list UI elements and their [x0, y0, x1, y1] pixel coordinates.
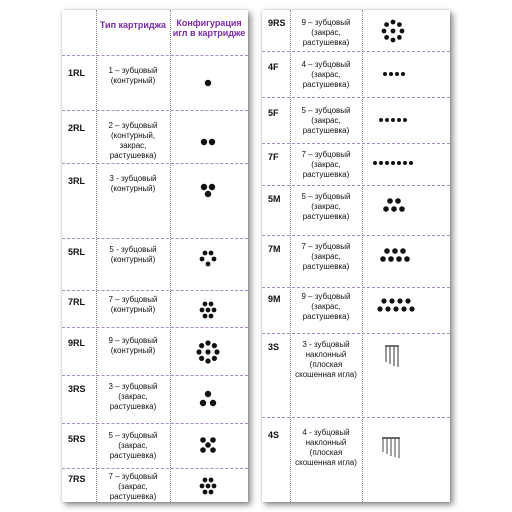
cartridge-description: 7 – зубцовый (контурный) — [108, 295, 158, 314]
cartridge-description: 9 – зубцовый (закрас, растушевка) — [301, 18, 351, 47]
cartridge-code: 7RS — [68, 474, 86, 484]
table-row: 3RL 3 - зубцовый (контурный) — [62, 164, 248, 239]
three-dots-icon — [199, 390, 217, 407]
four-dots-row-icon — [383, 72, 405, 76]
table-row: 3RS 3 – зубцовый (закрас, растушевка) — [62, 376, 248, 424]
cartridge-code: 4S — [268, 430, 280, 440]
cartridge-code: 3RS — [68, 384, 86, 394]
seven-dots-magnum-icon — [380, 248, 410, 262]
table-row: 7RL 7 – зубцовый (контурный) — [62, 291, 248, 328]
five-dots-icon — [200, 437, 216, 453]
cartridge-code: 7RL — [68, 297, 86, 307]
table-row: 4S 4 - зубцовый наклонный (плоская скоше… — [262, 418, 450, 502]
column-divider — [170, 10, 171, 502]
nine-dots-icon — [196, 340, 220, 364]
cartridge-code: 5RS — [68, 434, 86, 444]
cartridge-code: 9M — [268, 294, 281, 304]
cartridge-description: 7 – зубцовый (закрас, растушевка) — [108, 472, 158, 501]
nine-dots-magnum-icon — [377, 298, 415, 312]
table-row: 9RS 9 – зубцовый (закрас, растушевка) — [262, 10, 450, 52]
cartridge-description: 2 – зубцовый (контурный, закрас, растуше… — [108, 121, 158, 160]
seven-dots-icon — [199, 477, 217, 495]
header-config-label: Конфигурация игл в картридже — [172, 18, 246, 38]
table-row: 7F 7 – зубцовый (закрас, растушевка) — [262, 144, 450, 186]
slanted-needles-icon — [382, 437, 400, 458]
cartridge-description: 5 – зубцовый (закрас, растушевка) — [301, 192, 351, 221]
column-divider — [96, 10, 97, 502]
cartridge-code: 1RL — [68, 68, 86, 78]
five-dots-magnum-icon — [383, 198, 405, 212]
table-right: 9RS 9 – зубцовый (закрас, растушевка) 4F… — [262, 10, 450, 502]
column-divider — [290, 10, 291, 502]
two-dots-icon — [200, 138, 216, 146]
five-dots-row-icon — [379, 118, 407, 122]
cartridge-description: 1 – зубцовый (контурный) — [108, 66, 158, 85]
five-dots-icon — [199, 250, 217, 267]
cartridge-description: 7 – зубцовый (закрас, растушевка) — [301, 150, 351, 179]
cartridge-code: 3RL — [68, 176, 86, 186]
cartridge-description: 4 - зубцовый наклонный (плоская скошенна… — [295, 428, 357, 467]
cartridge-description: 9 – зубцовый (контурный) — [108, 336, 158, 355]
table-left: Тип картриджа Конфигурация игл в картрид… — [62, 10, 248, 502]
table-row: 1RL 1 – зубцовый (контурный) — [62, 56, 248, 111]
cartridge-code: 4F — [268, 62, 279, 72]
table-row: 9RL 9 – зубцовый (контурный) — [62, 328, 248, 376]
column-divider — [362, 10, 363, 502]
cartridge-code: 7M — [268, 244, 281, 254]
cartridge-description: 5 – зубцовый (закрас, растушевка) — [108, 431, 158, 460]
slanted-needles-icon — [385, 345, 399, 367]
cartridge-code: 9RS — [268, 18, 286, 28]
cartridge-description: 5 – зубцовый (закрас, растушевка) — [301, 106, 351, 135]
cartridge-description: 3 – зубцовый (закрас, растушевка) — [108, 382, 158, 411]
table-row: 5RS 5 – зубцовый (закрас, растушевка) — [62, 424, 248, 469]
cartridge-code: 5F — [268, 108, 279, 118]
seven-dots-icon — [199, 301, 217, 319]
header-type-label: Тип картриджа — [99, 20, 167, 30]
cartridge-description: 5 - зубцовый (контурный) — [109, 245, 157, 264]
cartridge-description: 9 – зубцовый (закрас, растушевка) — [301, 292, 351, 321]
cartridge-code: 2RL — [68, 123, 86, 133]
cartridge-description: 7 – зубцовый (закрас, растушевка) — [301, 242, 351, 271]
cartridge-code: 9RL — [68, 338, 86, 348]
cartridge-code: 5RL — [68, 247, 86, 257]
nine-dots-icon — [381, 19, 405, 43]
seven-dots-row-icon — [373, 161, 413, 165]
table-row: 4F 4 – зубцовый (закрас, растушевка) — [262, 52, 450, 98]
table-row: 3S 3 - зубцовый наклонный (плоская скоше… — [262, 334, 450, 418]
cartridge-code: 5M — [268, 194, 281, 204]
table-row: 9M 9 – зубцовый (закрас, растушевка) — [262, 288, 450, 334]
table-row: 5F 5 – зубцовый (закрас, растушевка) — [262, 98, 450, 144]
three-dots-icon — [200, 183, 216, 198]
table-row: 7RS 7 – зубцовый (закрас, растушевка) — [62, 469, 248, 502]
cartridge-description: 3 - зубцовый (контурный) — [109, 174, 157, 193]
cartridge-code: 3S — [268, 342, 280, 352]
table-row: 5M 5 – зубцовый (закрас, растушевка) — [262, 186, 450, 236]
table-row: 5RL 5 - зубцовый (контурный) — [62, 239, 248, 291]
cartridge-code: 7F — [268, 152, 279, 162]
cartridge-description: 3 - зубцовый наклонный (плоская скошенна… — [295, 340, 357, 379]
table-row: 7M 7 – зубцовый (закрас, растушевка) — [262, 236, 450, 288]
table-row: 2RL 2 – зубцовый (контурный, закрас, рас… — [62, 111, 248, 164]
one-dot-icon — [204, 79, 212, 87]
cartridge-description: 4 – зубцовый (закрас, растушевка) — [301, 60, 351, 89]
table-header: Тип картриджа Конфигурация игл в картрид… — [62, 10, 248, 56]
